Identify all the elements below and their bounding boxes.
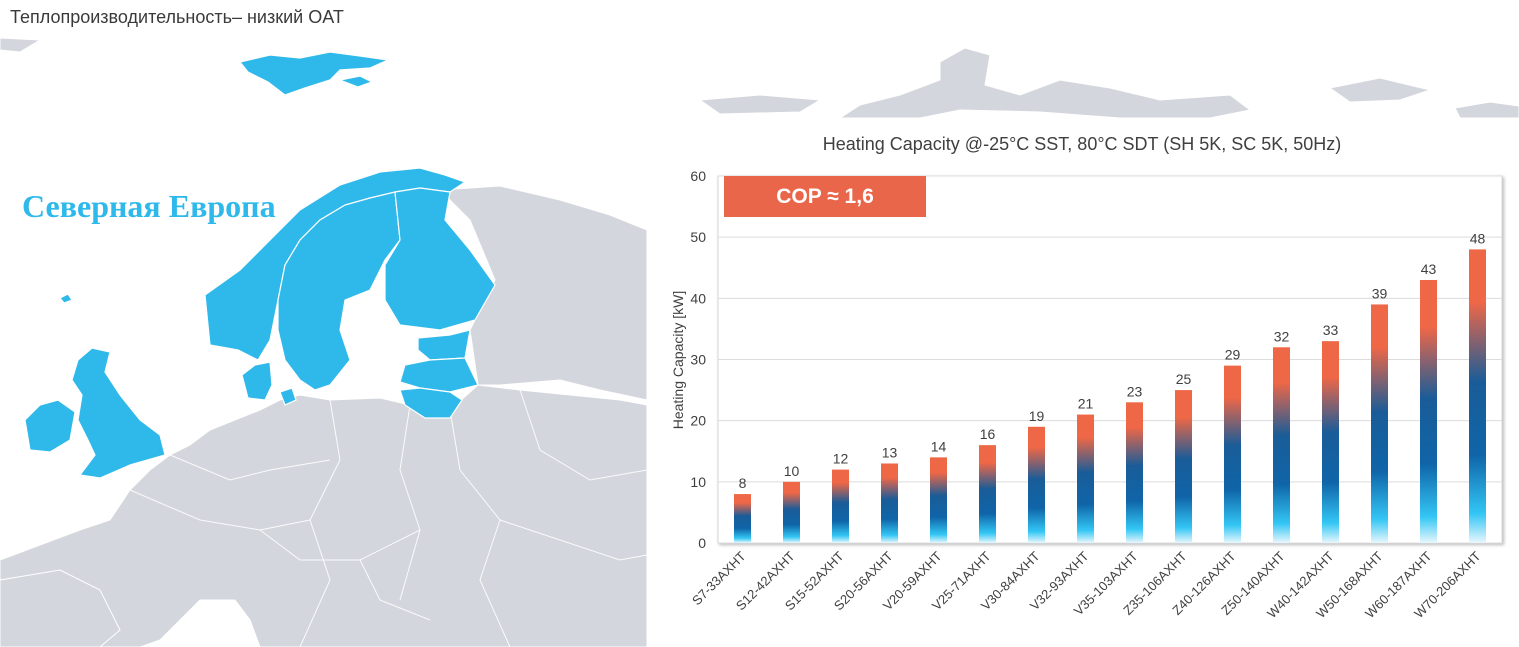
data-label: 8 [739, 475, 747, 491]
data-label: 48 [1470, 230, 1486, 246]
region-ireland [24, 399, 76, 453]
data-label: 14 [931, 438, 947, 454]
bar-v32-93axht [1077, 414, 1094, 543]
y-tick-label: 20 [690, 413, 706, 429]
y-tick-label: 40 [690, 290, 706, 306]
slide-title: Теплопроизводительность– низкий OAT [10, 7, 344, 27]
region-denmark [241, 361, 273, 401]
region-finland [384, 187, 496, 331]
data-label: 23 [1127, 383, 1143, 399]
bar-w50-168axht [1371, 304, 1388, 543]
y-tick-label: 60 [690, 168, 706, 184]
data-label: 29 [1225, 347, 1241, 363]
data-label: 12 [833, 451, 849, 467]
region-denmark-isle [279, 387, 297, 406]
y-tick-label: 0 [698, 535, 706, 551]
data-label: 25 [1176, 371, 1192, 387]
region-label: Северная Европа [22, 188, 276, 224]
bar-v35-103axht [1126, 402, 1143, 543]
y-axis-label: Heating Capacity [kW] [670, 291, 686, 430]
land-top-far-right [1328, 77, 1432, 103]
land-continent [0, 384, 648, 647]
bar-s15-52axht [832, 469, 849, 543]
data-label: 43 [1421, 261, 1437, 277]
bar-s7-33axht [734, 494, 751, 543]
land-top-left [0, 37, 42, 53]
data-label: 39 [1372, 285, 1388, 301]
data-label: 16 [980, 426, 996, 442]
bar-w70-206axht [1469, 249, 1486, 543]
y-tick-label: 30 [690, 352, 706, 368]
land-top-far-right-2 [1454, 101, 1519, 119]
data-label: 32 [1274, 328, 1290, 344]
region-svalbard [238, 51, 391, 96]
region-uk [71, 347, 166, 479]
data-label: 13 [882, 444, 898, 460]
region-svalbard-islet [337, 75, 374, 88]
chart-title: Heating Capacity @-25°C SST, 80°C SDT (S… [823, 134, 1342, 154]
bar-v30-84axht [1028, 426, 1045, 543]
region-faroe [59, 293, 73, 304]
bar-s12-42axht [783, 481, 800, 543]
bar-w40-142axht [1322, 341, 1339, 543]
data-label: 19 [1029, 408, 1045, 424]
bar-v20-59axht [930, 457, 947, 543]
cop-badge: COP ≈ 1,6 [724, 176, 926, 217]
data-label: 21 [1078, 396, 1094, 412]
data-label: 10 [784, 463, 800, 479]
bar-z40-126axht [1224, 365, 1241, 543]
data-label: 33 [1323, 322, 1339, 338]
bar-v25-71axht [979, 445, 996, 543]
bar-z50-140axht [1273, 347, 1290, 543]
land-iberia [0, 569, 121, 647]
y-tick-label: 10 [690, 474, 706, 490]
bar-w60-187axht [1420, 279, 1437, 543]
region-sweden [277, 191, 401, 391]
y-tick-label: 50 [690, 229, 706, 245]
bar-z35-106axht [1175, 390, 1192, 543]
land-top-mid [698, 94, 822, 115]
region-latvia [399, 357, 479, 393]
land-top-right [838, 47, 1252, 119]
region-lithuania [399, 387, 463, 419]
bar-s20-56axht [881, 463, 898, 543]
